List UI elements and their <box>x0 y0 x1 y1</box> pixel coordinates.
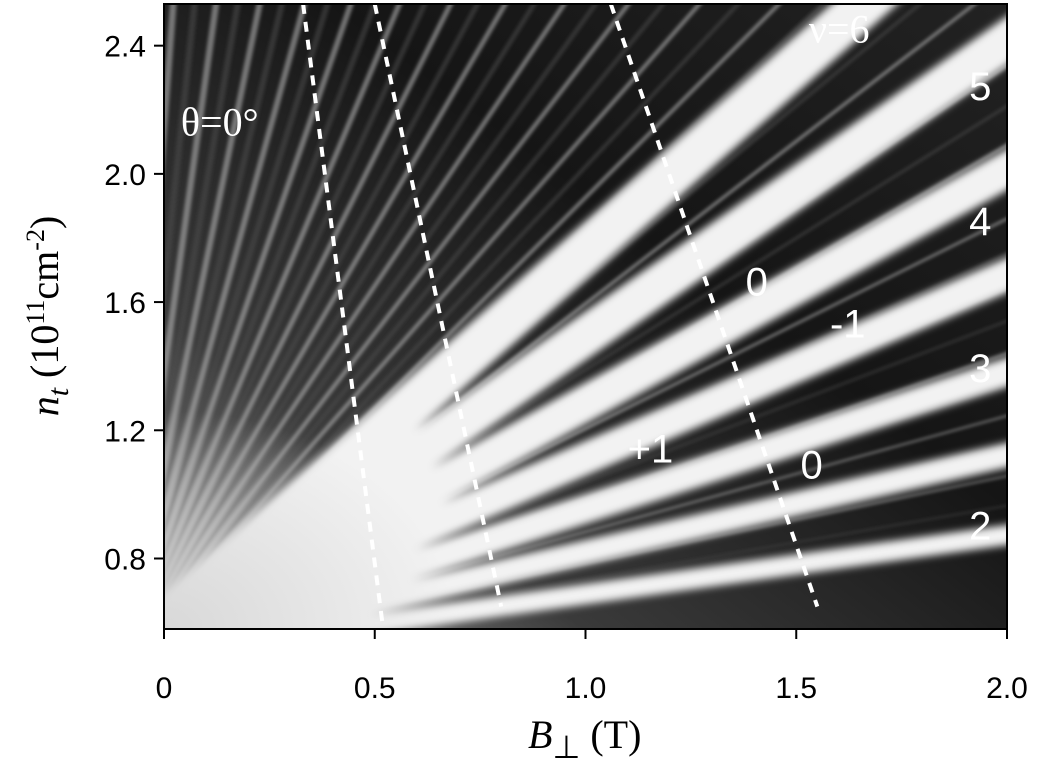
annotation-label: 0 <box>800 443 822 487</box>
y-axis-title: nt (1011cm-2) <box>21 216 75 417</box>
annotation-label: θ=0° <box>181 99 259 144</box>
corner-glow <box>164 4 1007 629</box>
x-axis-title: B⊥ (T) <box>528 712 641 765</box>
annotations: θ=0° ν=6 5 4 3 2 0 -1 +1 0 <box>181 6 991 548</box>
dashed-guide-line <box>301 4 386 629</box>
annotation-label: 3 <box>969 347 991 391</box>
y-axis: 0.8 1.2 1.6 2.0 2.4 <box>104 31 164 576</box>
y-tick-label: 0.8 <box>104 543 146 576</box>
annotation-label: +1 <box>628 427 674 471</box>
heatmap-plot-area <box>164 4 1007 629</box>
y-tick-label: 1.6 <box>104 287 146 320</box>
y-tick-label: 2.4 <box>104 31 146 64</box>
x-axis-subscript: ⊥ <box>552 729 580 765</box>
annotation-label: 0 <box>746 261 768 305</box>
y-axis-unit-suffix: ) <box>22 216 67 229</box>
annotation-label: 2 <box>969 504 991 548</box>
x-axis-symbol: B <box>528 712 552 757</box>
y-tick-label: 1.2 <box>104 415 146 448</box>
y-axis-unit-exp2: -2 <box>21 229 50 251</box>
x-tick-label: 2.0 <box>986 672 1028 705</box>
svg-text:nt(1011cm-2): nt (1011cm-2) <box>21 216 75 417</box>
y-axis-subscript: t <box>42 387 75 396</box>
dashed-guide-line <box>372 4 504 607</box>
annotation-label: 5 <box>969 65 991 109</box>
dashed-guide-line <box>608 4 820 608</box>
x-tick-label: 0 <box>156 672 173 705</box>
x-tick-label: 0.5 <box>354 672 396 705</box>
x-axis: 0 0.5 1.0 1.5 2.0 <box>156 629 1028 705</box>
annotation-label: ν=6 <box>809 6 870 51</box>
y-axis-unit-exp: 11 <box>21 300 50 325</box>
svg-text:B⊥(T): B⊥ (T) <box>528 712 641 765</box>
annotation-label: 4 <box>969 200 991 244</box>
y-axis-unit-mid: cm <box>22 251 67 300</box>
x-tick-label: 1.5 <box>775 672 817 705</box>
dashed-guide-lines <box>301 4 820 629</box>
annotation-label: -1 <box>830 302 866 346</box>
y-axis-symbol: n <box>22 396 67 416</box>
x-tick-label: 1.0 <box>565 672 607 705</box>
y-tick-label: 2.0 <box>104 159 146 192</box>
x-axis-unit: (T) <box>590 712 641 757</box>
y-axis-unit-prefix: (10 <box>22 325 67 378</box>
